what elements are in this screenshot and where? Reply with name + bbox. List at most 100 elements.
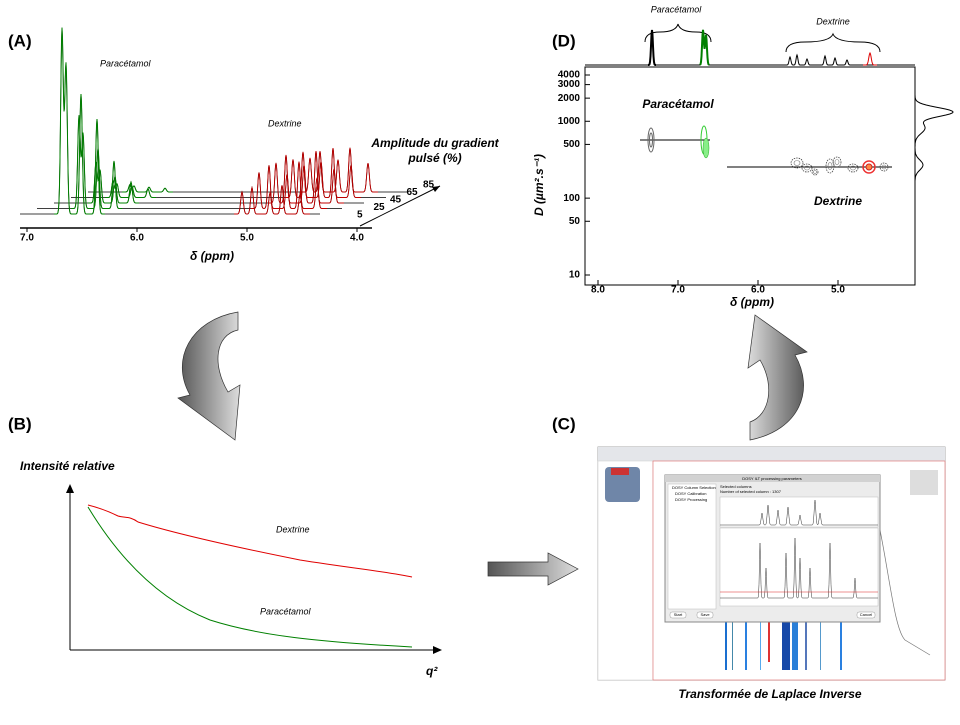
projection [879,529,931,656]
panel-label: (C) [552,414,576,433]
x-tick-label: 5.0 [831,285,845,296]
step: DOSY Calibration [675,491,707,496]
brace [644,23,712,43]
trace [720,537,878,599]
gradient-label: 65 [407,187,419,198]
spectrum-trace [302,147,378,193]
contour [702,137,710,159]
x-tick-label: 8.0 [591,285,605,296]
spectrum-trace [268,150,344,204]
stripe [745,622,747,670]
x-tick-label: 6.0 [751,285,765,296]
contour [827,162,833,170]
gradient-label: 45 [390,195,402,206]
x-tick-label: 6.0 [130,233,144,244]
x-tick-label: 7.0 [671,285,685,296]
button-label: Save [700,612,710,617]
stripe [732,622,733,670]
projection [585,29,915,66]
annotation: Dextrine [268,118,302,128]
contour [881,164,887,170]
spectrum-trace [234,185,310,215]
process-arrow [747,314,808,441]
curve [87,504,413,578]
arrow-head [433,646,442,654]
button[interactable] [669,611,687,619]
y-tick-label: 10 [569,270,581,281]
contour [832,156,842,168]
arrow-head [432,186,440,192]
panel-label: (D) [552,31,576,50]
contour [850,165,856,171]
x-axis-label: δ (ppm) [190,249,234,263]
spectrum-trace [285,148,361,198]
spectrum-trace [251,161,327,209]
brace [785,32,881,53]
contour [793,160,801,166]
annotation: Paracétamol [260,606,312,616]
stripe [768,622,770,662]
dialog-text: Number of selected column : 1307 [720,489,782,494]
contour [879,162,889,172]
gradient-axis [359,185,441,227]
y-tick-label: 3000 [558,79,581,90]
annotation: Dextrine [276,524,310,534]
stripe [760,622,761,670]
axis-title: pulsé (%) [407,151,461,165]
app-icon [611,468,629,475]
contour [647,127,655,153]
contour [865,163,873,171]
y-tick-label: 100 [563,193,580,204]
spectrum [720,499,878,599]
y-axis-label: D (µm².s⁻¹) [532,154,546,216]
projection [914,67,954,285]
x-tick-label: 5.0 [240,233,254,244]
step-list [667,483,717,610]
step: DOSY Processing [675,497,707,502]
dialog-titlebar [665,475,880,482]
x-tick-label: 7.0 [20,233,34,244]
spectrum-trace [105,179,156,198]
contour [862,160,876,174]
trace [720,499,878,526]
stripe [805,622,807,670]
button[interactable] [696,611,714,619]
panel-label: (A) [8,31,32,50]
gradient-label: 25 [374,202,386,213]
y-tick-label: 4000 [558,70,581,81]
contours [790,156,889,176]
contour [801,163,813,173]
y-axis-label: Intensité relative [20,459,115,473]
contour [811,168,819,176]
stripe [840,622,842,670]
panel-d: Paracétamol Dextrine Paracétamol Dextrin… [532,4,954,309]
stripe [782,622,790,670]
annotation: Dextrine [816,16,850,26]
toolbar [598,447,945,461]
arrow-head [66,484,74,493]
button[interactable] [856,611,876,619]
panel-label: (B) [8,414,32,433]
contour [649,132,653,148]
contour [804,165,810,171]
axis-title: Amplitude du gradient [370,136,499,150]
contour [825,158,835,174]
spectrum-trace [54,27,105,215]
contour [790,157,804,169]
dosy-map [725,622,842,670]
spectrum-trace [88,147,408,193]
x-axis-label: q² [426,664,438,678]
plot-frame [584,66,916,286]
projection [863,51,877,66]
annotation: Paracétamol [642,97,714,111]
annotation: Paracétamol [651,4,703,14]
contour [834,159,840,165]
contour [813,170,817,174]
y-tick-label: 1000 [558,116,581,127]
y-tick-label: 50 [569,216,581,227]
step: DOSY Column Selection [672,485,716,490]
panel-c: DOSY ILT processing parameters DOSY Colu… [597,446,946,701]
button-label: Start [674,612,683,617]
dialog-title: DOSY ILT processing parameters [742,476,802,481]
